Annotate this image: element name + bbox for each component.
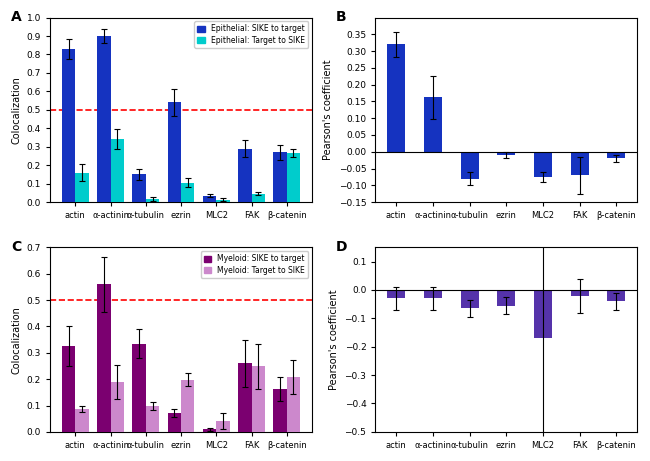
Bar — [181, 183, 194, 202]
Bar — [133, 174, 146, 202]
Bar — [252, 194, 265, 202]
Bar — [203, 195, 216, 202]
Bar — [497, 290, 515, 306]
Y-axis label: Colocalization: Colocalization — [11, 76, 21, 144]
Bar — [274, 152, 287, 202]
Bar — [461, 152, 479, 178]
Legend: Epithelial: SIKE to target, Epithelial: Target to SIKE: Epithelial: SIKE to target, Epithelial: … — [194, 21, 308, 48]
Text: A: A — [11, 10, 21, 24]
Bar — [534, 290, 552, 338]
Bar — [75, 408, 89, 432]
Bar — [75, 172, 89, 202]
Bar — [111, 382, 124, 432]
Bar — [98, 284, 111, 432]
Bar — [146, 406, 159, 432]
Y-axis label: Pearson's coefficient: Pearson's coefficient — [329, 290, 339, 390]
Text: D: D — [336, 240, 348, 254]
Bar — [424, 290, 442, 298]
Bar — [133, 343, 146, 432]
Bar — [607, 152, 625, 159]
Bar — [168, 102, 181, 202]
Bar — [216, 421, 229, 432]
Bar — [607, 290, 625, 301]
Bar — [216, 200, 229, 202]
Bar — [424, 97, 442, 152]
Bar — [252, 366, 265, 432]
Bar — [387, 290, 406, 298]
Bar — [238, 148, 252, 202]
Y-axis label: Pearson's coefficient: Pearson's coefficient — [323, 59, 333, 160]
Bar — [534, 152, 552, 177]
Bar — [168, 413, 181, 432]
Bar — [238, 363, 252, 432]
Y-axis label: Colocalization: Colocalization — [11, 306, 21, 373]
Text: B: B — [336, 10, 346, 24]
Legend: Myeloid: SIKE to target, Myeloid: Target to SIKE: Myeloid: SIKE to target, Myeloid: Target… — [201, 251, 308, 278]
Bar — [387, 44, 406, 152]
Bar — [203, 429, 216, 432]
Bar — [287, 377, 300, 432]
Bar — [146, 199, 159, 202]
Bar — [111, 139, 124, 202]
Bar — [181, 380, 194, 432]
Bar — [62, 49, 75, 202]
Bar — [98, 36, 111, 202]
Bar — [571, 290, 589, 296]
Bar — [497, 152, 515, 155]
Bar — [571, 152, 589, 175]
Bar — [287, 153, 300, 202]
Bar — [62, 346, 75, 432]
Bar — [274, 389, 287, 432]
Text: C: C — [11, 240, 21, 254]
Bar — [461, 290, 479, 308]
